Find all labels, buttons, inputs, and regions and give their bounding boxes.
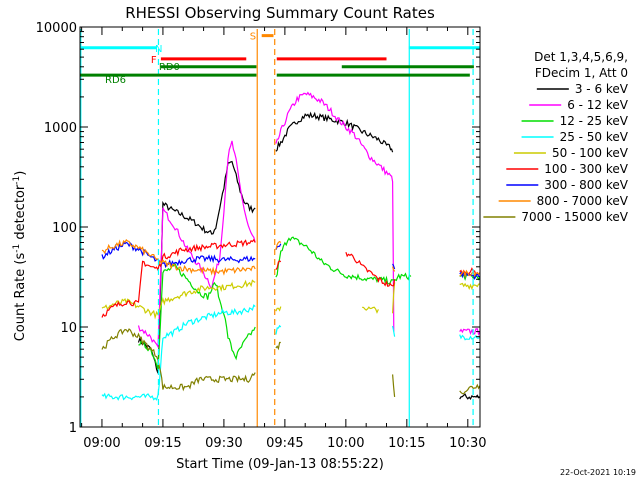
y-tick-label-0: 1 [69,421,77,436]
flag-label-0: N [155,44,162,55]
series-line-4 [101,279,480,320]
x-tick-label-2: 09:30 [205,436,242,451]
y-axis-label: Count Rate (s-1 detector-1) [12,171,28,342]
axes-layer: 1 10 100 1000 10000 09:00 09:15 09:30 09:45 10:00… [36,21,487,451]
series-line-5 [101,238,480,318]
legend-header-line-2: FDecim 1, Att 0 [535,66,628,80]
legend-entry-2: 12 - 25 keV [560,114,629,128]
svg-text:Count Rate (s-1 detector-1): Count Rate (s-1 detector-1) [12,171,28,342]
x-tick-label-3: 09:45 [266,436,303,451]
flag-label-3: RD6 [105,75,126,86]
series-line-1 [137,91,480,349]
legend-entry-3: 25 - 50 keV [560,130,629,144]
legend-entry-7: 800 - 7000 keV [537,194,629,208]
y-axis-label-sup: -1 [12,244,22,253]
series-line-2 [138,236,480,370]
series-layer [101,91,480,401]
series-line-3 [101,304,480,401]
legend-entry-1: 6 - 12 keV [567,98,629,112]
series-line-0 [137,111,480,401]
y-tick-label-2: 100 [52,221,77,236]
y-axis-label-sup2: -1 [12,176,22,185]
x-axis-label: Start Time (09-Jan-13 08:55:22) [176,457,384,472]
footer-date: 22-Oct-2021 10:19 [560,468,636,477]
x-tick-label-1: 09:15 [144,436,181,451]
legend-header-line-1: Det 1,3,4,5,6,9, [534,50,628,64]
legend-entry-4: 50 - 100 keV [552,146,629,160]
y-tick-label-1: 10 [60,321,77,336]
plot-frame [79,26,481,428]
y-tick-label-4: 10000 [36,21,77,36]
y-axis-label-mid: detector [13,184,28,244]
series-line-7 [101,238,480,279]
legend-entry-8: 7000 - 15000 keV [521,210,628,224]
chart-title: RHESSI Observing Summary Count Rates [125,4,435,22]
x-tick-label-0: 09:00 [83,436,120,451]
legend-entry-6: 300 - 800 keV [544,178,628,192]
x-tick-label-4: 10:00 [327,436,364,451]
legend-entry-0: 3 - 6 keV [575,82,629,96]
x-tick-label-6: 10:30 [449,436,486,451]
series-line-8 [101,328,480,397]
flag-label-2: RD0 [159,62,180,73]
legend-entry-5: 100 - 300 keV [544,162,628,176]
x-tick-label-5: 10:15 [388,436,425,451]
series-line-6 [101,241,480,281]
y-tick-label-3: 1000 [44,121,77,136]
y-axis-label-end: ) [13,171,28,176]
flag-label-1: F [151,55,157,66]
flag-label-4: S [250,32,256,43]
y-axis-label-main: Count Rate (s [13,253,28,342]
legend: 3 - 6 keV 6 - 12 keV 12 - 25 keV 25 - 50 ke… [483,82,629,224]
